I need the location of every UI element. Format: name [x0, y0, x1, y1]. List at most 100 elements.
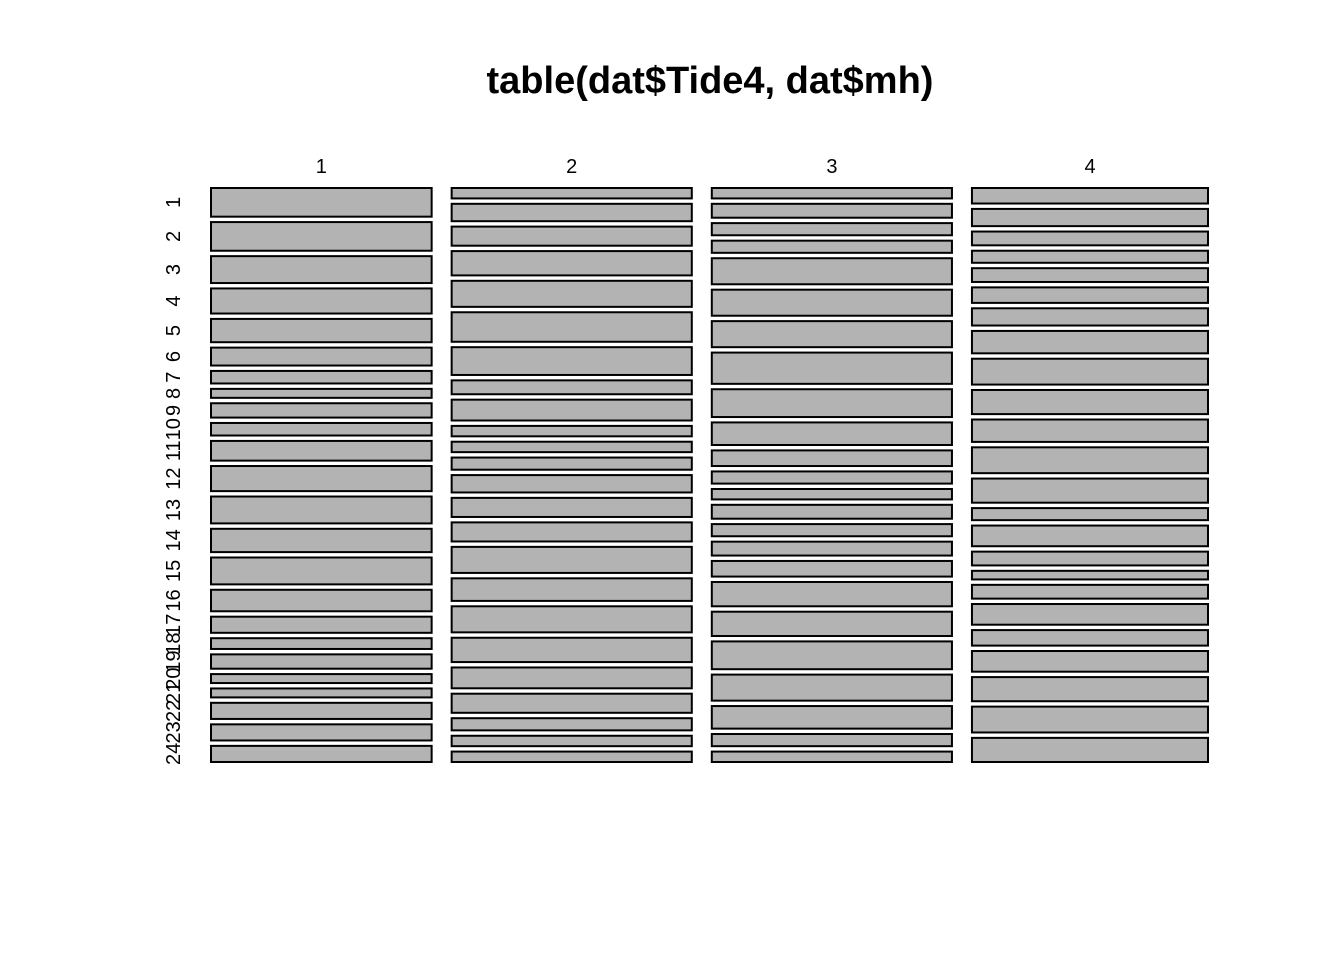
column-labels: 1 2 3 4: [316, 156, 1096, 178]
tile-col3-row12: [710, 470, 953, 485]
tile-col2-row17: [450, 577, 693, 602]
tile-col2-row10: [450, 424, 693, 438]
tile-col4-row23: [970, 705, 1210, 734]
row-label-14: 14: [163, 529, 185, 551]
tile-col1-row3: [210, 255, 433, 285]
tile-col2-row19: [450, 636, 693, 664]
tile-col4-row14: [970, 507, 1210, 522]
tile-col2-row1: [450, 187, 693, 200]
tile-col1-row22: [210, 701, 433, 720]
row-label-15: 15: [163, 560, 185, 582]
tile-col3-row10: [710, 421, 953, 447]
tile-col3-row16: [710, 540, 953, 557]
row-label-3: 3: [163, 264, 185, 275]
tile-col1-row15: [210, 556, 433, 586]
tile-col4-row20: [970, 629, 1210, 647]
column-label-2: 2: [566, 156, 577, 178]
tile-col3-row23: [710, 733, 953, 748]
tile-col4-row22: [970, 676, 1210, 703]
tile-col2-row23: [450, 734, 693, 748]
tile-col2-row12: [450, 456, 693, 471]
tile-col1-row4: [210, 287, 433, 315]
row-label-23: 23: [163, 721, 185, 743]
tile-col3-row1: [710, 187, 953, 200]
row-label-9: 9: [163, 405, 185, 416]
tile-col4-row18: [970, 583, 1210, 600]
tile-col4-row13: [970, 477, 1210, 504]
tile-col1-row6: [210, 346, 433, 367]
tile-col2-row6: [450, 311, 693, 343]
tile-col1-row11: [210, 439, 433, 462]
tile-col4-row7: [970, 307, 1210, 327]
tile-col2-row22: [450, 717, 693, 732]
tile-col4-row5: [970, 267, 1210, 283]
row-label-21: 21: [163, 682, 185, 704]
tile-col1-row16: [210, 588, 433, 613]
row-label-6: 6: [163, 351, 185, 362]
tile-col4-row19: [970, 603, 1210, 626]
tile-col3-row8: [710, 351, 953, 385]
mosaic-tiles: [210, 187, 1210, 764]
row-label-10: 10: [163, 418, 185, 440]
tile-col2-row5: [450, 279, 693, 308]
tile-col1-row1: [210, 187, 433, 218]
tile-col2-row16: [450, 545, 693, 574]
tile-col1-row5: [210, 317, 433, 344]
tile-col2-row4: [450, 250, 693, 277]
tile-col1-row14: [210, 527, 433, 554]
tile-col3-row18: [710, 580, 953, 608]
tile-col3-row9: [710, 388, 953, 419]
row-label-19: 19: [163, 650, 185, 672]
tile-col3-row21: [710, 673, 953, 702]
row-label-16: 16: [163, 589, 185, 611]
tile-col2-row7: [450, 346, 693, 376]
tile-col4-row9: [970, 357, 1210, 386]
tile-col3-row4: [710, 239, 953, 254]
row-label-20: 20: [163, 667, 185, 689]
tile-col2-row24: [450, 750, 693, 764]
chart-title: table(dat$Tide4, dat$mh): [487, 60, 934, 102]
tile-col2-row8: [450, 379, 693, 396]
tile-col3-row11: [710, 449, 953, 468]
tile-col2-row2: [450, 202, 693, 223]
tile-col4-row8: [970, 329, 1210, 355]
tile-col4-row4: [970, 249, 1210, 264]
tile-col3-row15: [710, 523, 953, 538]
tile-col1-row10: [210, 421, 433, 437]
tile-col1-row20: [210, 673, 433, 685]
tile-col3-row20: [710, 640, 953, 671]
tile-col2-row3: [450, 225, 693, 247]
tile-col1-row18: [210, 637, 433, 650]
tile-col2-row14: [450, 496, 693, 518]
row-label-22: 22: [163, 700, 185, 722]
row-label-5: 5: [163, 325, 185, 336]
row-label-2: 2: [163, 231, 185, 242]
row-label-11: 11: [163, 440, 185, 461]
row-label-12: 12: [163, 467, 185, 489]
tile-col2-row21: [450, 692, 693, 714]
tile-col3-row13: [710, 487, 953, 501]
tile-col1-row8: [210, 387, 433, 399]
tile-col3-row5: [710, 257, 953, 286]
tile-col1-row2: [210, 221, 433, 252]
column-label-1: 1: [316, 156, 327, 178]
tile-col1-row13: [210, 495, 433, 525]
tile-col2-row18: [450, 605, 693, 634]
row-label-4: 4: [163, 295, 185, 306]
tile-col3-row2: [710, 202, 953, 219]
tile-col1-row21: [210, 687, 433, 699]
tile-col4-row10: [970, 388, 1210, 416]
tile-col2-row20: [450, 666, 693, 690]
tile-col1-row23: [210, 723, 433, 742]
tile-col1-row24: [210, 744, 433, 763]
tile-col4-row17: [970, 569, 1210, 581]
tile-col1-row12: [210, 465, 433, 493]
row-label-17: 17: [163, 614, 185, 636]
tile-col3-row24: [710, 750, 953, 764]
row-label-13: 13: [163, 499, 185, 521]
tile-col2-row13: [450, 474, 693, 494]
tile-col4-row2: [970, 207, 1210, 228]
row-label-1: 1: [163, 197, 185, 208]
tile-col4-row15: [970, 524, 1210, 548]
